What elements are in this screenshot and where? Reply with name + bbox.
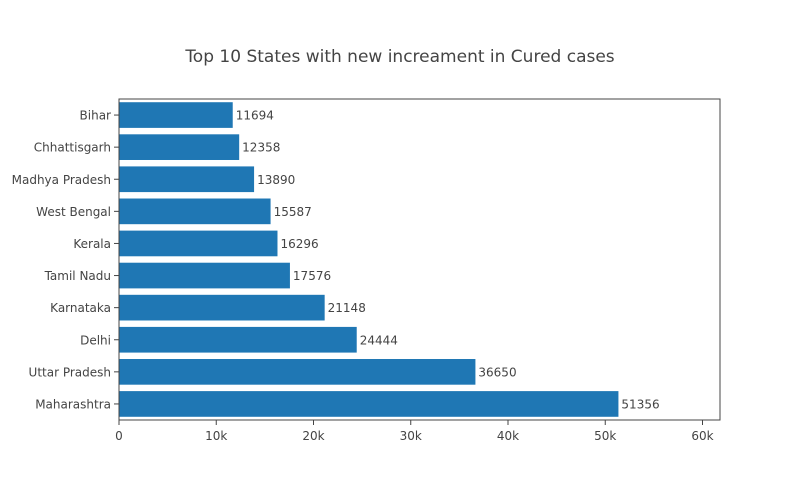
x-tick-label: 50k — [594, 429, 616, 443]
bar-chhattisgarh — [119, 134, 240, 160]
bar-maharashtra — [119, 391, 619, 417]
bar-madhya-pradesh — [119, 166, 255, 193]
bar-value-label: 13890 — [257, 173, 295, 187]
y-tick-label: Chhattisgarh — [34, 141, 111, 155]
y-tick-label: Kerala — [73, 237, 111, 251]
chart-title: Top 10 States with new increament in Cur… — [184, 47, 614, 67]
y-tick-label: Karnataka — [50, 301, 111, 315]
bar-value-label: 12358 — [242, 141, 280, 155]
y-tick-label: Uttar Pradesh — [29, 365, 111, 379]
y-tick-label: Tamil Nadu — [44, 269, 111, 283]
x-tick-label: 0 — [115, 429, 123, 443]
x-tick-label: 40k — [497, 429, 519, 443]
bar-karnataka — [119, 294, 325, 321]
y-tick-label: West Bengal — [36, 205, 111, 219]
bar-value-label: 24444 — [360, 333, 398, 347]
bar-west-bengal — [119, 198, 271, 225]
y-tick-label: Bihar — [80, 109, 112, 123]
y-axis: Bihar Chhattisgarh Madhya Pradesh West Beng… — [12, 109, 119, 411]
bar-value-label: 16296 — [280, 237, 318, 251]
bars-group — [119, 102, 619, 417]
y-tick-label: Delhi — [80, 333, 111, 347]
bar-value-label: 21148 — [328, 301, 366, 315]
bar-bihar — [119, 102, 233, 128]
x-tick-label: 30k — [400, 429, 422, 443]
bar-value-label: 11694 — [236, 109, 274, 123]
x-tick-label: 20k — [302, 429, 324, 443]
bar-labels-group: 11694 12358 13890 15587 16296 17576 21148 24444… — [236, 109, 660, 412]
x-tick-label: 10k — [205, 429, 227, 443]
bar-uttar-pradesh — [119, 359, 476, 385]
x-axis: 0 10k 20k 30k 40k 50k 60k — [115, 420, 714, 443]
bar-kerala — [119, 230, 278, 257]
x-tick-label: 60k — [691, 429, 713, 443]
bar-value-label: 36650 — [478, 365, 516, 379]
plot-frame — [118, 98, 721, 421]
y-tick-label: Madhya Pradesh — [12, 173, 111, 187]
bar-tamil-nadu — [119, 262, 290, 289]
bar-delhi — [119, 326, 357, 353]
bar-value-label: 51356 — [621, 397, 659, 411]
bar-value-label: 15587 — [274, 205, 312, 219]
y-tick-label: Maharashtra — [35, 397, 111, 411]
bar-value-label: 17576 — [293, 269, 331, 283]
